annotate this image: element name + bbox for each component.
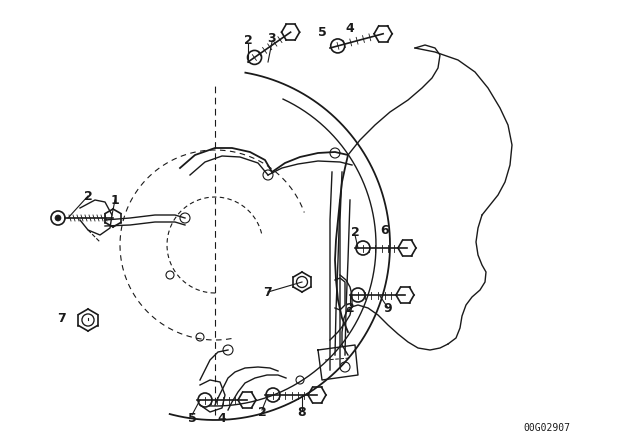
Text: 7: 7 [264,285,273,298]
Text: 9: 9 [384,302,392,314]
Circle shape [55,215,61,221]
Text: 5: 5 [317,26,326,39]
Text: 6: 6 [381,224,389,237]
Text: 4: 4 [218,412,227,425]
Text: 5: 5 [188,412,196,425]
Text: 4: 4 [346,22,355,34]
Text: 1: 1 [111,194,120,207]
Text: 2: 2 [258,405,266,418]
Text: 2: 2 [244,34,252,47]
Text: 00G02907: 00G02907 [524,423,571,433]
Text: 2: 2 [346,302,355,314]
Text: 2: 2 [351,225,360,238]
Text: 3: 3 [268,31,276,44]
Text: 7: 7 [58,311,67,324]
Text: 8: 8 [298,405,307,418]
Text: 2: 2 [84,190,92,202]
